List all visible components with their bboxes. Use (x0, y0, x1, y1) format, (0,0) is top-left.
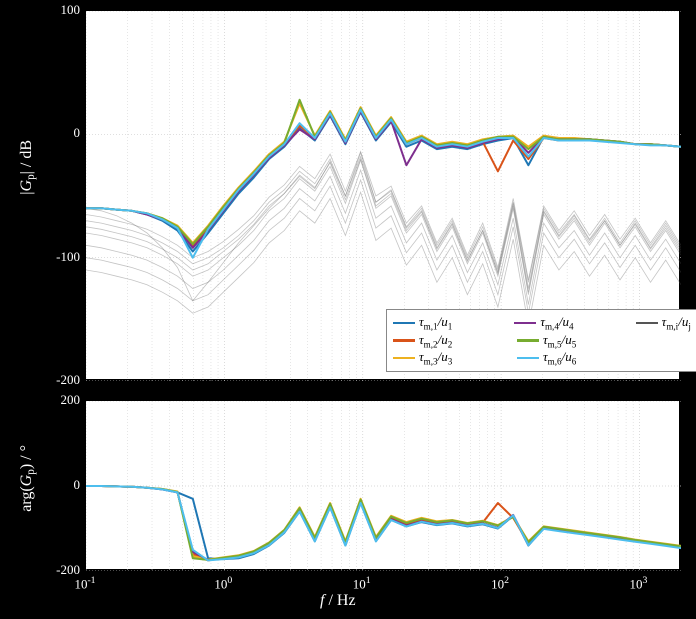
xtick: 102 (491, 575, 509, 592)
ytick-top: -100 (30, 249, 80, 265)
ytick-bot: 0 (30, 477, 80, 493)
ytick-top: 100 (30, 2, 80, 18)
legend-item-4: τm,4/u4 (514, 314, 629, 332)
xtick: 10-1 (74, 575, 95, 592)
legend-label-2: τm,2/u2 (419, 332, 452, 350)
xtick: 103 (630, 575, 648, 592)
legend-swatch-2 (393, 339, 415, 342)
legend-item-1: τm,1/u1 (393, 314, 508, 332)
legend-item-3: τm,3/u3 (393, 349, 511, 367)
ytick-bot: 200 (30, 392, 80, 408)
legend-item-7: τm,i/uj (636, 314, 696, 332)
legend-item-5: τm,5/u5 (517, 332, 635, 350)
legend-label-1: τm,1/u1 (419, 314, 452, 332)
legend-label-5: τm,5/u5 (543, 332, 576, 350)
legend-label-6: τm,6/u6 (543, 349, 576, 367)
grid-major-bot (86, 401, 681, 571)
legend-swatch-5 (517, 339, 539, 342)
ytick-top: 0 (30, 125, 80, 141)
ylabel-top: |Gp| / dB (18, 140, 37, 195)
phase-panel (85, 400, 680, 570)
legend-label-7: τm,i/uj (662, 314, 691, 332)
legend-swatch-6 (517, 357, 539, 360)
legend-swatch-4 (514, 322, 536, 325)
ytick-bot: -200 (30, 562, 80, 578)
gray-curves-top (86, 152, 681, 326)
legend-swatch-3 (393, 357, 415, 360)
legend-item-6: τm,6/u6 (517, 349, 635, 367)
legend-swatch-1 (393, 322, 415, 325)
legend-label-3: τm,3/u3 (419, 349, 452, 367)
color-curves-bot (86, 486, 681, 560)
legend-swatch-7 (636, 322, 658, 324)
legend: τm,1/u1 τm,4/u4 τm,i/uj τm,2/u2 τm,5/u5 … (386, 309, 696, 372)
xlabel: f / Hz (320, 592, 356, 610)
legend-label-4: τm,4/u4 (540, 314, 573, 332)
ytick-top: -200 (30, 372, 80, 388)
magnitude-panel: τm,1/u1 τm,4/u4 τm,i/uj τm,2/u2 τm,5/u5 … (85, 10, 680, 380)
legend-item-2: τm,2/u2 (393, 332, 511, 350)
xtick: 100 (214, 575, 232, 592)
xtick: 101 (353, 575, 371, 592)
phase-plot (86, 401, 681, 571)
